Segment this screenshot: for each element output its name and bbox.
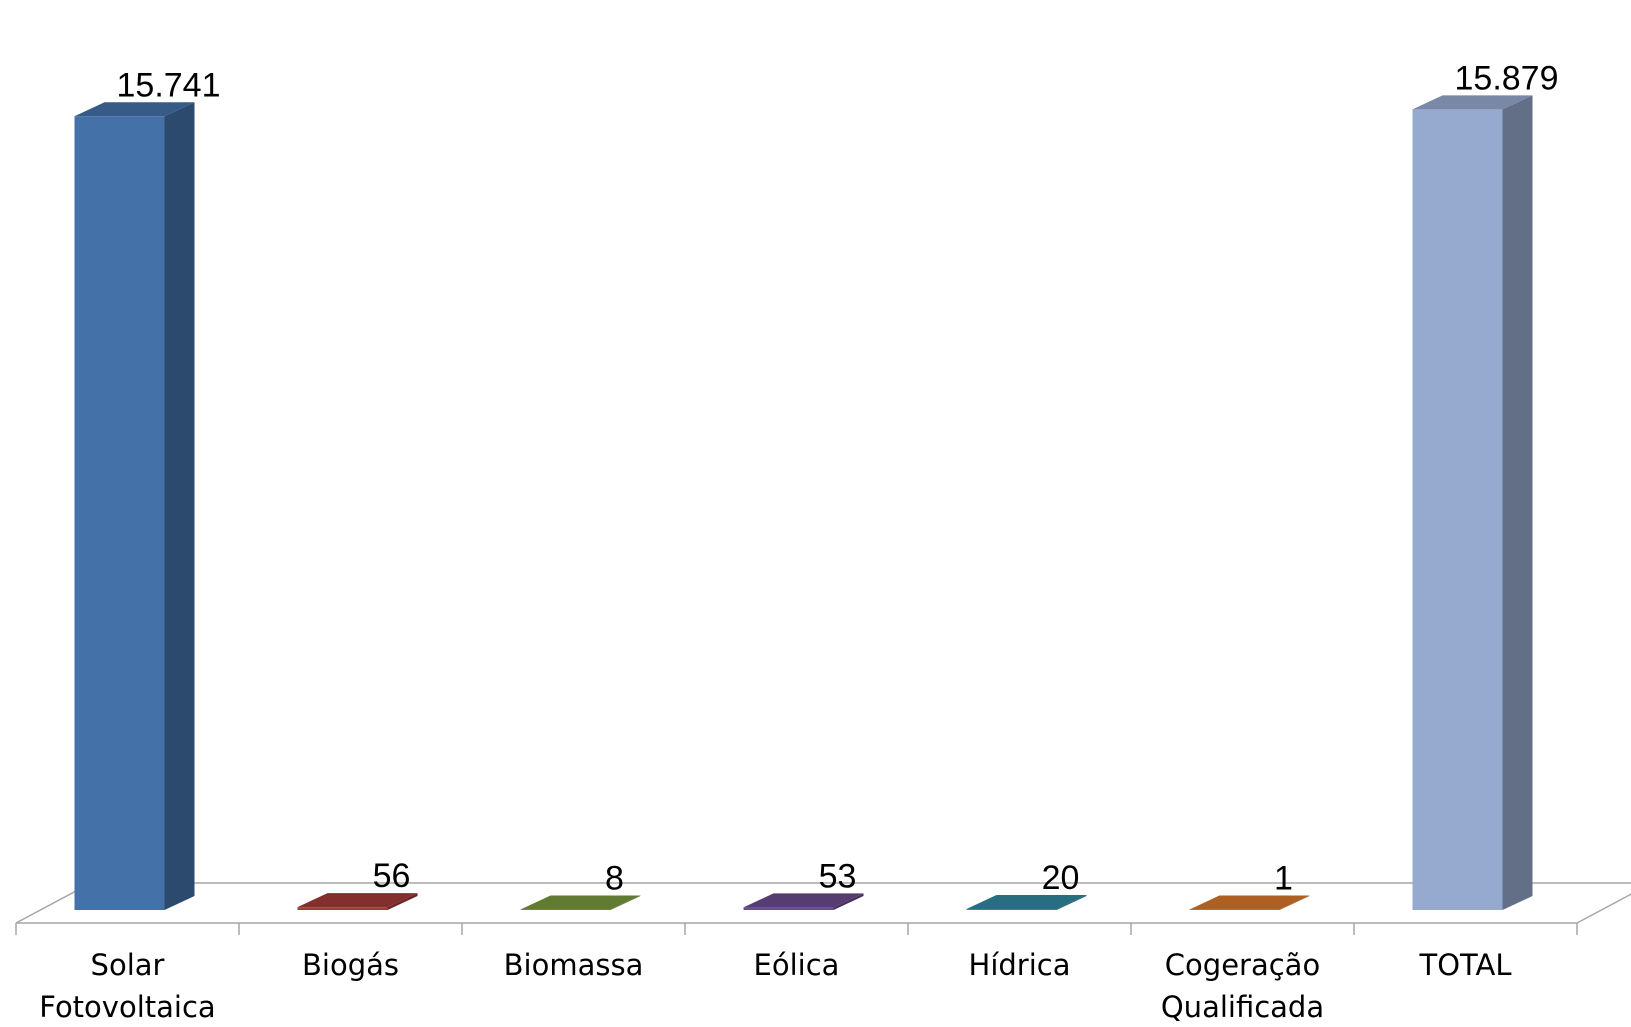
- bar-top-face: [1412, 95, 1533, 110]
- bar-front-face: [1189, 909, 1280, 910]
- bar-front-face: [520, 909, 611, 910]
- data-label: 15.879: [1455, 59, 1559, 97]
- bar: [297, 893, 418, 910]
- category-label: Biomassa: [504, 948, 644, 982]
- category-label: Biogás: [302, 948, 399, 982]
- bar-side-face: [164, 102, 195, 911]
- category-label: Solar Fotovoltaica: [39, 948, 215, 1024]
- category-label-line: TOTAL: [1419, 948, 1512, 982]
- category-label-line: Fotovoltaica: [39, 990, 215, 1024]
- data-label: 15.741: [117, 66, 221, 104]
- data-label: 8: [605, 860, 624, 898]
- category-label-line: Cogeração: [1165, 948, 1320, 982]
- category-label-line: Hídrica: [969, 948, 1071, 982]
- bar-top-face: [966, 894, 1087, 909]
- bar-side-face: [1056, 894, 1087, 910]
- category-label-line: Biomassa: [504, 948, 644, 982]
- category-label: Cogeração Qualificada: [1161, 948, 1324, 1024]
- data-label: 53: [819, 857, 857, 895]
- bar-front-face: [74, 116, 165, 911]
- bar-front-face: [743, 907, 834, 910]
- bar: [1412, 95, 1533, 910]
- data-label: 20: [1042, 859, 1080, 897]
- category-label: Hídrica: [969, 948, 1071, 982]
- chart-category-labels: Solar Fotovoltaica Biogás Biomassa Eólica Híd…: [39, 948, 1511, 1024]
- bar-side-face: [1502, 95, 1533, 910]
- bar: [743, 893, 864, 910]
- bar: [966, 894, 1087, 910]
- floor-plane: [15, 882, 1631, 924]
- bar: [74, 102, 195, 911]
- bar-side-face: [1279, 895, 1310, 910]
- chart-floor: [15, 882, 1631, 935]
- category-label: TOTAL: [1419, 948, 1512, 982]
- bar-top-face: [743, 893, 864, 908]
- chart-data-labels: 15.741 56 8 53 20 1 15.879: [117, 59, 1559, 897]
- bar: [1189, 895, 1310, 910]
- data-label: 56: [373, 857, 411, 895]
- category-label-line: Biogás: [302, 948, 399, 982]
- category-label: Eólica: [754, 948, 840, 982]
- data-label: 1: [1274, 860, 1293, 898]
- bar-front-face: [966, 908, 1057, 910]
- bar-side-face: [833, 893, 864, 910]
- bar-top-face: [74, 102, 195, 117]
- bar-top-face: [297, 893, 418, 908]
- bar-top-face: [1189, 895, 1310, 910]
- bar-front-face: [297, 907, 388, 910]
- bar-top-face: [520, 895, 641, 910]
- category-label-line: Qualificada: [1161, 990, 1324, 1024]
- bar-front-face: [1412, 109, 1503, 910]
- bar-side-face: [387, 893, 418, 910]
- bar: [520, 895, 641, 910]
- chart-bars: [74, 95, 1533, 911]
- category-label-line: Eólica: [754, 948, 840, 982]
- category-label-line: Solar: [91, 948, 165, 982]
- bar-side-face: [610, 895, 641, 910]
